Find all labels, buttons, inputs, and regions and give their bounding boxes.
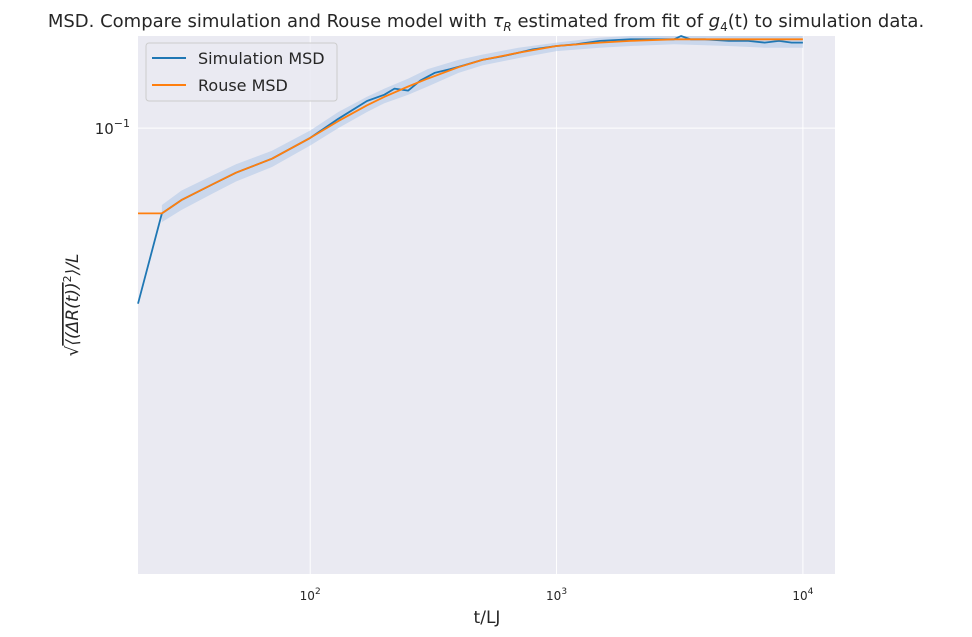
plot-area: [138, 36, 835, 574]
legend-box: [145, 42, 338, 102]
series-layer: [137, 35, 803, 304]
y-tick-labels: 10−1: [95, 117, 130, 138]
legend-label-simulation: Simulation MSD: [198, 49, 325, 68]
grid-lines: [138, 36, 835, 574]
x-tick-label-2: 104: [792, 587, 813, 603]
legend: Simulation MSD Rouse MSD: [145, 42, 338, 102]
x-tick-labels: 102 103 104: [300, 587, 814, 603]
y-axis-label: √⟨(ΔR(t))2⟩/L: [61, 254, 83, 357]
rouse-msd-line: [138, 38, 803, 215]
y-tick-label-0: 10−1: [95, 117, 130, 138]
x-axis-label: t/LJ: [474, 608, 501, 628]
x-tick-label-1: 103: [546, 587, 567, 603]
legend-label-rouse: Rouse MSD: [198, 76, 288, 95]
chart-title: MSD. Compare simulation and Rouse model …: [48, 11, 924, 34]
x-tick-label-0: 102: [300, 587, 321, 603]
